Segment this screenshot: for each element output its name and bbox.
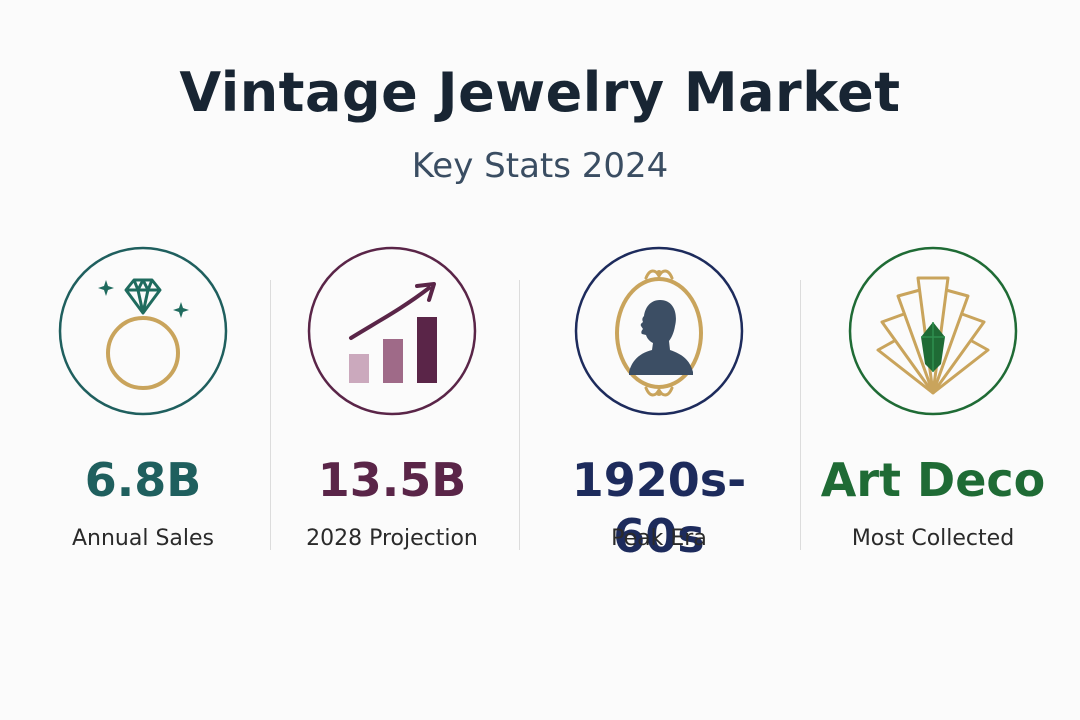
divider (270, 280, 271, 550)
growth-chart-icon (307, 246, 477, 416)
page-subtitle: Key Stats 2024 (411, 146, 669, 186)
stat-label: 2028 Projection (306, 526, 478, 551)
cameo-portrait-icon (574, 246, 744, 416)
stat-label: Peak Era (611, 526, 707, 551)
stat-value: 13.5B (317, 453, 467, 507)
divider (800, 280, 801, 550)
stat-value: 1920s-60s (571, 453, 747, 563)
stat-card-most-collected: Art Deco Most Collected (808, 240, 1058, 570)
stat-card-annual-sales: 6.8B Annual Sales (18, 240, 268, 570)
stat-value: Art Deco (820, 453, 1046, 507)
stat-card-peak-era: 1920s-60s Peak Era (534, 240, 784, 570)
stat-card-2028-projection: 13.5B 2028 Projection (267, 240, 517, 570)
stat-value: 6.8B (84, 453, 202, 507)
page-title: Vintage Jewelry Market (179, 61, 901, 124)
diamond-ring-icon (58, 246, 228, 416)
divider (519, 280, 520, 550)
art-deco-fan-icon (848, 246, 1018, 416)
stat-label: Most Collected (851, 526, 1015, 551)
stat-label: Annual Sales (71, 526, 215, 551)
